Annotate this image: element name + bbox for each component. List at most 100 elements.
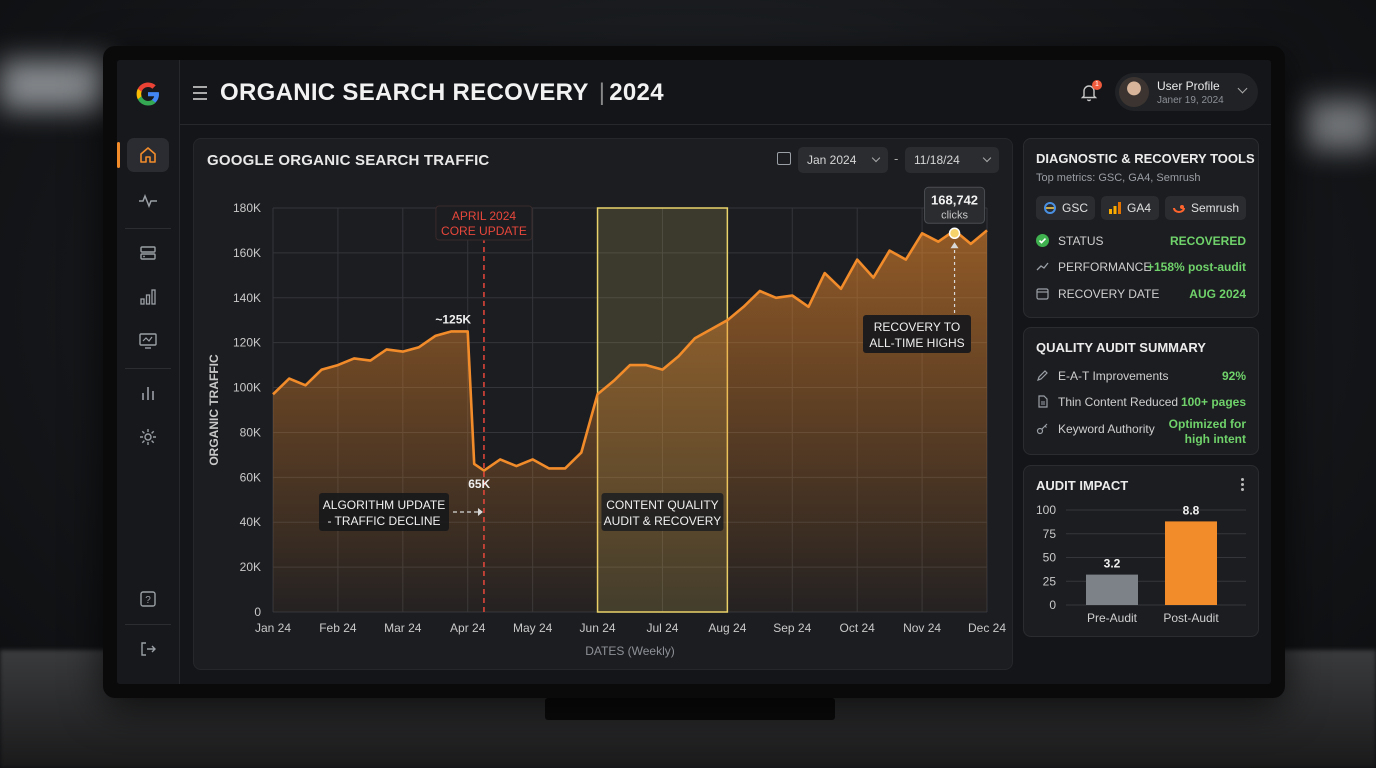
tool-chip-gsc[interactable]: GSC [1036, 196, 1095, 220]
bar-chart-icon [140, 289, 156, 305]
y-axis-label: ORGANIC TRAFFIC [207, 354, 221, 466]
document-icon [1038, 395, 1048, 408]
date-from-value: Jan 2024 [807, 153, 857, 167]
nav-settings[interactable] [127, 420, 169, 454]
band-label-box [601, 493, 724, 531]
x-tick-label: Nov 24 [903, 621, 941, 635]
help-icon: ? [140, 591, 156, 607]
recovery-label: RECOVERY TO [874, 320, 960, 334]
low-point-label: 65K [468, 477, 490, 491]
band-label: CONTENT QUALITY [606, 498, 718, 512]
y-tick-label: 20K [240, 560, 261, 574]
nav-logout[interactable] [127, 632, 169, 666]
notification-badge: 1 [1092, 80, 1102, 90]
notification-bell-icon[interactable] [1079, 82, 1099, 102]
nav-divider [125, 624, 171, 625]
logout-icon [141, 642, 156, 656]
chevron-down-icon [1237, 83, 1248, 94]
arrow-head [477, 508, 483, 516]
analytics-icon [142, 387, 154, 400]
y-tick-label: 100K [233, 381, 261, 395]
quality-audit-card: QUALITY AUDIT SUMMARY E-A-T Improvements… [1023, 327, 1259, 455]
quality-label: Thin Content Reduced [1058, 395, 1179, 409]
traffic-area [273, 230, 987, 612]
traffic-series-line [272, 229, 988, 472]
peak-callout-value: 168,742 [931, 192, 978, 207]
profile-name: User Profile [1157, 79, 1220, 93]
impact-y-tick-label: 75 [1043, 527, 1057, 541]
date-to-value: 11/18/24 [914, 153, 960, 167]
diagnostic-tools-card: DIAGNOSTIC & RECOVERY TOOLS Top metrics:… [1023, 138, 1259, 318]
audit-impact-bar-chart: 0 25 50 75 100 3.2 Pre-Audit 8.8 Post-Audit [1036, 503, 1246, 625]
nav-reports[interactable] [127, 280, 169, 314]
impact-bar-value: 8.8 [1183, 503, 1200, 517]
nav-servers[interactable] [127, 236, 169, 270]
audit-impact-card: AUDIT IMPACT 0 25 50 75 100 3.2 Pre-Audit 8.8 Po… [1023, 465, 1259, 637]
hamburger-menu-icon[interactable] [193, 86, 207, 100]
monitor-stand [545, 698, 835, 720]
nav-activity[interactable] [127, 184, 169, 218]
x-tick-label: Mar 24 [384, 621, 422, 635]
core-update-label-box [435, 205, 533, 241]
nav-help[interactable]: ? [127, 582, 169, 616]
tool-chip-ga4[interactable]: GA4 [1101, 196, 1159, 220]
gear-icon [140, 429, 156, 445]
nav-divider [125, 368, 171, 369]
y-tick-label: 180K [233, 201, 261, 215]
x-tick-label: Jun 24 [580, 621, 616, 635]
algorithm-update-label: - TRAFFIC DECLINE [327, 514, 440, 528]
impact-bar [1086, 574, 1138, 605]
nav-home[interactable] [117, 138, 169, 172]
tool-chip-semrush[interactable]: Semrush [1165, 196, 1246, 220]
date-range-separator: - [894, 151, 899, 166]
google-logo-icon [136, 82, 159, 106]
x-tick-label: Apr 24 [450, 621, 486, 635]
status-row: STATUS RECOVERED [1036, 233, 1246, 251]
x-tick-label: Jan 24 [255, 621, 291, 635]
peak-before-label: ~125K [435, 312, 471, 326]
svg-text:?: ? [145, 595, 151, 606]
user-profile-menu[interactable]: User Profile Janer 19, 2024 [1115, 73, 1258, 111]
nav-divider [125, 228, 171, 229]
core-update-label: CORE UPDATE [441, 224, 527, 238]
quality-row-thin-content: Thin Content Reduced 100+ pages [1036, 394, 1246, 412]
impact-category-label: Pre-Audit [1087, 611, 1138, 625]
server-icon [140, 246, 156, 260]
quality-value: Optimized for high intent [1168, 417, 1246, 446]
x-tick-label: May 24 [513, 621, 553, 635]
background-light [1306, 100, 1376, 150]
status-value: RECOVERED [1169, 234, 1246, 248]
tool-name: GA4 [1127, 201, 1152, 215]
peak-point [948, 227, 961, 240]
nav-analytics[interactable] [127, 376, 169, 410]
date-to-select[interactable]: 11/18/24 [905, 147, 999, 173]
arrow-head [950, 242, 959, 249]
recovery-date-label: RECOVERY DATE [1058, 287, 1160, 301]
page-title-text: ORGANIC SEARCH RECOVERY [220, 79, 589, 106]
peak-callout-box [924, 186, 986, 224]
y-tick-label: 80K [240, 425, 261, 439]
y-tick-label: 0 [254, 605, 261, 619]
y-tick-label: 60K [240, 470, 261, 484]
quality-row-eat: E-A-T Improvements 92% [1036, 368, 1246, 386]
sidebar: ? [117, 60, 180, 684]
impact-y-tick-label: 100 [1036, 503, 1056, 517]
quality-label: E-A-T Improvements [1058, 369, 1169, 383]
status-label: STATUS [1058, 234, 1104, 248]
x-tick-label: Sep 24 [773, 621, 811, 635]
calendar-icon [777, 152, 791, 165]
x-tick-label: Dec 24 [968, 621, 1006, 635]
nav-monitor[interactable] [127, 324, 169, 358]
diagnostic-subtitle: Top metrics: GSC, GA4, Semrush [1036, 172, 1201, 184]
impact-category-label: Post-Audit [1163, 611, 1219, 625]
monitor-icon [139, 333, 157, 349]
quality-value: 100+ pages [1180, 395, 1246, 409]
check-circle-icon [1036, 234, 1049, 247]
page-title-year: 2024 [609, 79, 664, 106]
date-from-select[interactable]: Jan 2024 [798, 147, 888, 173]
performance-row: PERFORMANCE +158% post-audit [1036, 259, 1246, 277]
calendar-icon [1036, 288, 1049, 300]
recovery-label: ALL-TIME HIGHS [869, 336, 964, 350]
more-options-icon[interactable] [1241, 478, 1244, 481]
profile-date: Janer 19, 2024 [1157, 95, 1224, 106]
